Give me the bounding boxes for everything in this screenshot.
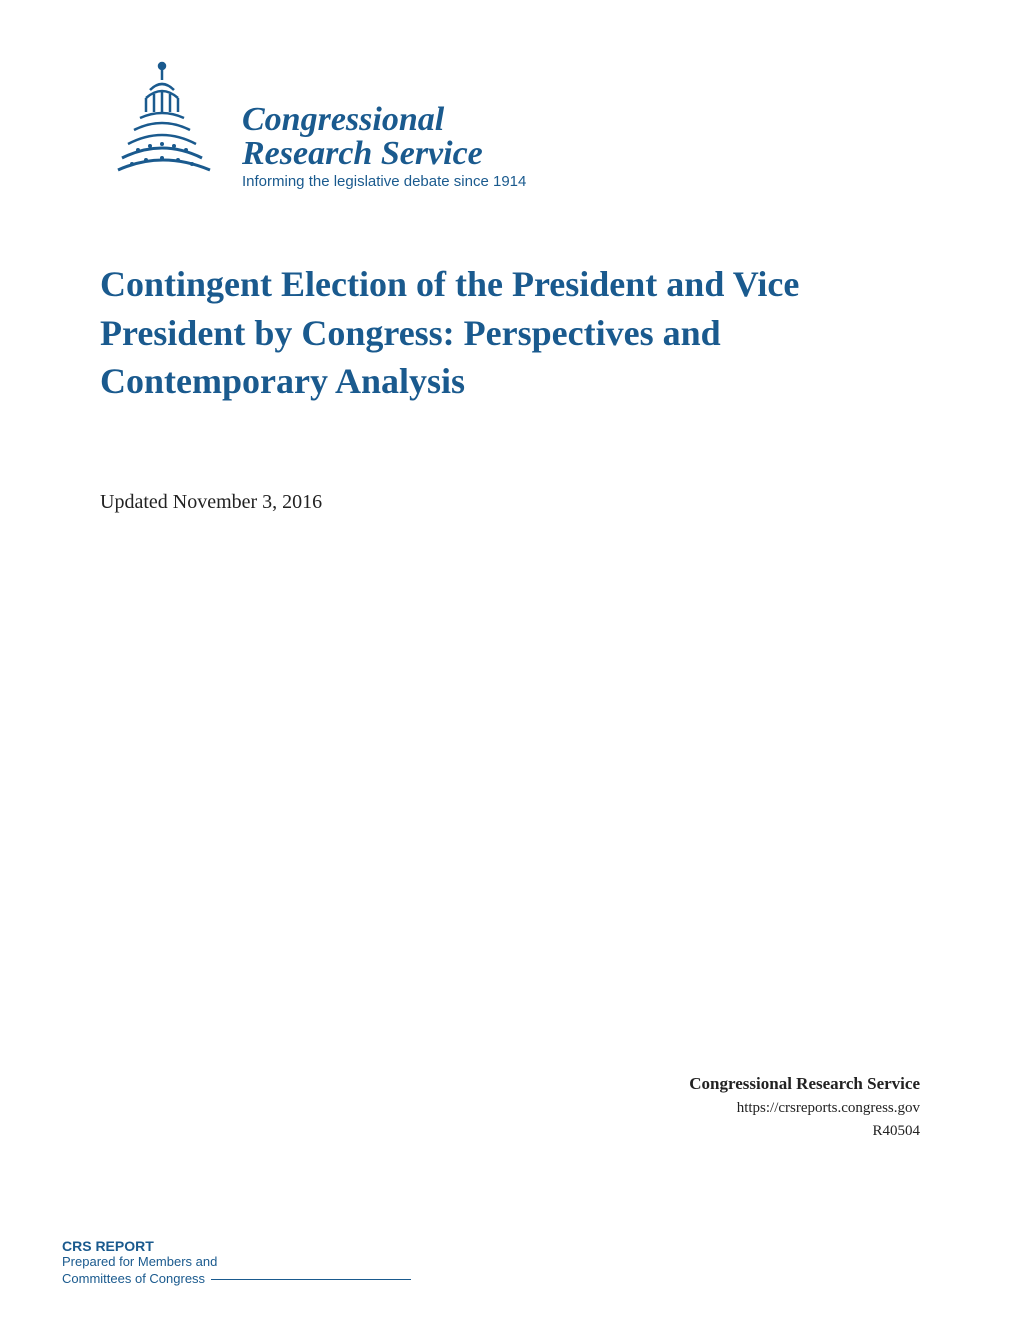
updated-date: Updated November 3, 2016 (100, 491, 920, 514)
logo-block: Congressional Research Service Informing… (100, 60, 920, 190)
crs-prepared-line1: Prepared for Members and (62, 1254, 411, 1271)
footer-org-name: Congressional Research Service (689, 1074, 920, 1094)
footer-right-block: Congressional Research Service https://c… (689, 1074, 920, 1140)
capitol-dome-icon (100, 60, 230, 190)
crs-report-label: CRS REPORT (62, 1238, 411, 1254)
footer-divider (211, 1279, 411, 1281)
crs-prepared-line2: Committees of Congress (62, 1271, 205, 1288)
logo-title-line1: Congressional (242, 103, 534, 137)
logo-tagline: Informing the legislative debate since 1… (242, 173, 526, 190)
logo-text: Congressional Research Service Informing… (242, 103, 534, 190)
report-title: Contingent Election of the President and… (100, 260, 920, 406)
report-code: R40504 (689, 1123, 920, 1140)
footer-url: https://crsreports.congress.gov (689, 1100, 920, 1117)
footer-left-block: CRS REPORT Prepared for Members and Comm… (62, 1238, 411, 1288)
logo-title-line2: Research Service (242, 137, 534, 171)
